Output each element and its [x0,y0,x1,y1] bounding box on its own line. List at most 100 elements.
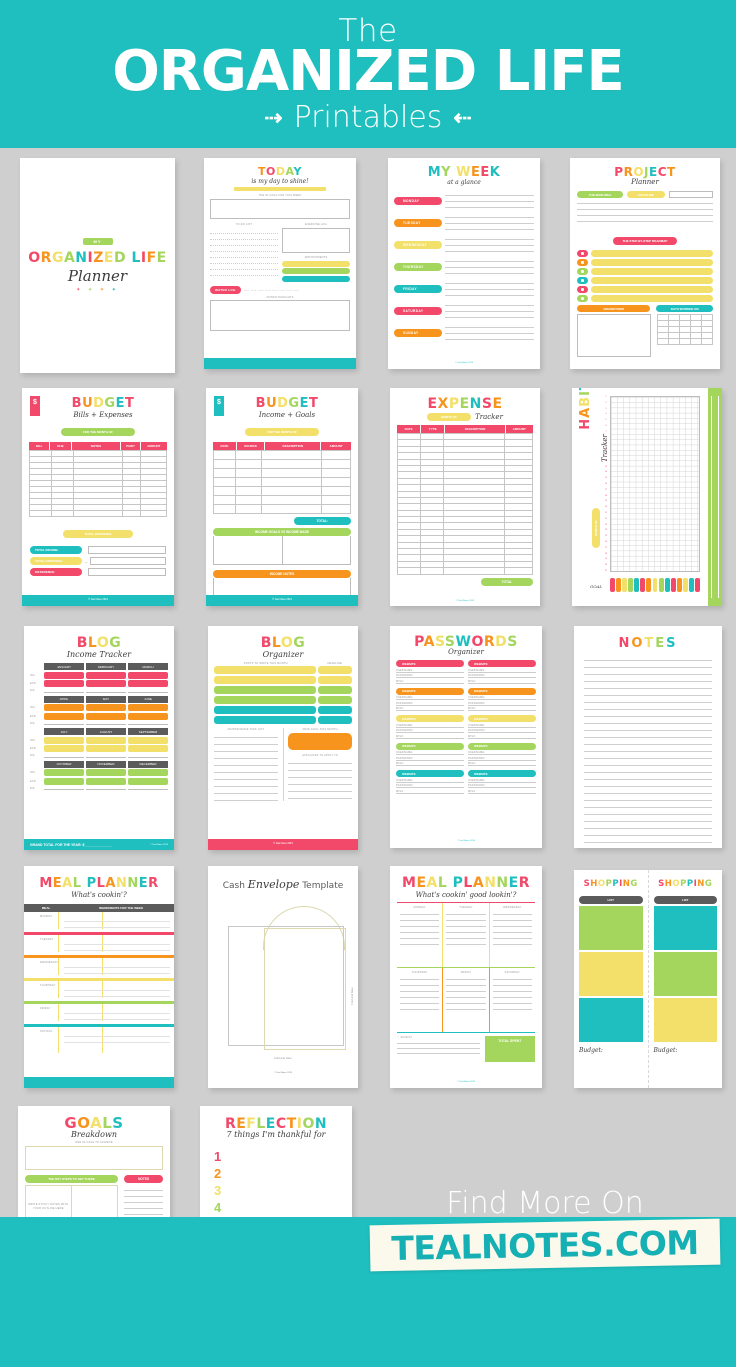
th: DATE [397,425,422,433]
printable-cash-envelope[interactable]: Cash Envelope Template Fold and Glue Fol… [208,866,358,1088]
shopping-block[interactable] [579,998,643,1042]
today-goal-box[interactable] [210,199,350,219]
password-group[interactable]: WEBSITE WEBSITE USERNAME: PASSWORD: MISC… [396,742,536,766]
project-step-row[interactable] [577,250,713,257]
cash-envelope-outline[interactable] [228,926,344,1046]
week-row[interactable]: TUESDAY [388,212,540,234]
reflection-row[interactable]: 2 [214,1165,352,1182]
shopping-block[interactable] [653,952,717,996]
budget-income-table[interactable] [213,450,351,514]
website-label: WEBSITE [402,661,416,666]
week-row[interactable]: SATURDAY [388,300,540,322]
blog-maintenance-lines[interactable] [214,737,278,801]
habit-legend-bars[interactable] [610,578,700,592]
blog-affiliates-lines[interactable] [288,763,352,799]
today-notes-box[interactable] [210,299,350,331]
month-label: JULY [44,728,84,735]
project-idea-lines[interactable] [577,203,713,222]
shopping-list-right[interactable]: SHOPPING LIST Budget: [649,870,723,1088]
printable-project-planner[interactable]: PROJECT Planner THE MAIN IDEA DEADLINE T… [570,158,720,369]
week-row[interactable]: FRIDAY [388,278,540,300]
today-appointments-label: APPOINTMENTS [304,256,328,259]
printable-my-week[interactable]: MY WEEK at a glance MONDAY TUESDAY WEDNE… [388,158,540,369]
summary-row[interactable]: DIFFERENCE: [30,568,166,576]
printable-meal-planner-week[interactable]: MEAL PLANNER What's cookin'? MEAL INGRED… [24,866,174,1088]
project-step-row[interactable] [577,286,713,293]
password-group[interactable]: WEBSITE WEBSITE USERNAME: PASSWORD: MISC… [396,687,536,711]
printable-budget-bills[interactable]: $ BUDGET Bills + Expenses FOR THE MONTH … [22,388,174,606]
week-row[interactable]: MONDAY [388,190,540,212]
printable-expense-tracker[interactable]: EXPENSE MONTH OF Tracker DATE TYPE DESCR… [390,388,540,606]
printable-notes[interactable]: NOTES [574,626,722,848]
password-group[interactable]: WEBSITE WEBSITE USERNAME: PASSWORD: MISC… [396,660,536,684]
today-todo-lines[interactable] [210,228,278,276]
printable-passwords[interactable]: PASSWORDS Organizer WEBSITE WEBSITE USER… [390,626,542,848]
password-group[interactable]: WEBSITE WEBSITE USERNAME: PASSWORD: MISC… [396,770,536,794]
day-label: TUESDAY [40,938,54,941]
today-appointment-3[interactable] [282,275,350,282]
project-planner-script: Planner [631,178,659,186]
printable-shopping-lists[interactable]: SHOPPING LIST Budget: SHOPPING LIST Budg… [574,870,722,1088]
budget-income-goals-box[interactable] [213,536,351,565]
shopping-block[interactable] [579,906,643,950]
reflection-row[interactable]: 1 [214,1148,352,1165]
header-subtitle-row: ⇢ Printables ⇠ [264,102,472,133]
today-name-banner [234,187,326,191]
project-days-grid[interactable] [657,314,713,357]
today-exercise-box[interactable] [282,228,350,253]
budget-bills-table[interactable] [29,450,168,517]
printable-planner-cover[interactable]: MY ORGANIZED LIFE Planner ✶ ✦ ✶ ✦ [20,158,175,373]
blog-quarter-block[interactable]: APRIL MAY JUNE INC. EXP. DIF. [30,695,168,725]
habit-month-banner: MONTH OF [592,508,600,548]
budget-income-title: BUDGET [255,396,319,411]
blog-main-goal-box[interactable] [288,733,352,750]
project-step-row[interactable] [577,277,713,284]
week-row[interactable]: WEDNESDAY [388,234,540,256]
reflection-row[interactable]: 3 [214,1182,352,1199]
blog-quarter-block[interactable]: JANUARY FEBRUARY MARCH INC. EXP. DIF. [30,663,168,693]
blog-posts-rows[interactable] [214,666,352,724]
week-row[interactable]: THURSDAY [388,256,540,278]
blog-quarter-block[interactable]: JULY AUGUST SEPTEMBER INC. EXP. DIF. [30,728,168,758]
meal-days-grid-bottom[interactable]: THURSDAY FRIDAY SATURDAY [397,968,535,1033]
goals-main-box[interactable] [25,1146,163,1170]
expense-tracker-script: Tracker [475,413,503,421]
printable-meal-planner-days[interactable]: MEAL PLANNER What's cookin' good lookin'… [390,866,542,1088]
printable-blog-organizer[interactable]: BLOG Organizer POSTS TO WRITE THIS MONTH… [208,626,358,850]
today-appointment-1[interactable] [282,260,350,267]
day-label: FRIDAY [40,1007,51,1010]
expense-table[interactable] [397,432,534,575]
project-main-idea-tag: THE MAIN IDEA [577,191,624,198]
password-group[interactable]: WEBSITE WEBSITE USERNAME: PASSWORD: MISC… [396,715,536,739]
project-step-row[interactable] [577,295,713,302]
shopping-block[interactable] [579,952,643,996]
printable-today[interactable]: TODAY is my day to shine! THE #1 GOAL FO… [204,158,356,369]
habit-grid[interactable] [610,396,700,572]
project-step-row[interactable] [577,259,713,266]
week-row[interactable]: SUNDAY [388,322,540,344]
day-label: THURSDAY [411,971,428,975]
meal-week-rows[interactable]: MONDAY TUESDAY WEDNESDAY T [24,912,174,1053]
printable-blog-income[interactable]: BLOG Income Tracker JANUARY FEBRUARY MAR… [24,626,174,850]
shopping-title: SHOPPING [658,879,713,889]
project-brainstorm-box[interactable] [577,314,652,357]
shopping-list-tag: LIST [653,896,717,904]
notes-lines[interactable] [584,660,712,848]
meal-total-spent: TOTAL SPENT [484,1035,535,1062]
meal-days-grid-top[interactable]: MONDAY TUESDAY WEDNESDAY [397,903,535,968]
shopping-block[interactable] [653,906,717,950]
project-deadline-input[interactable] [669,191,713,198]
printable-budget-income[interactable]: $ BUDGET Income + Goals FOR THE MONTH OF… [206,388,358,606]
today-water-cups[interactable]: ⌴ ⌴ ⌴ ⌴ ⌴ ⌴ ⌴ ⌴ [243,285,300,293]
summary-row[interactable]: TOTAL INCOME: [30,546,166,554]
summary-row[interactable]: TOTAL EXPENSES: – [30,557,166,565]
website-url-badge[interactable]: TEALNOTES.COM [369,1218,721,1272]
today-appointment-2[interactable] [282,268,350,274]
blog-quarter-block[interactable]: OCTOBER NOVEMBER DECEMBER INC. EXP. DIF. [30,760,168,790]
shopping-list-left[interactable]: SHOPPING LIST Budget: [574,870,649,1088]
shopping-block[interactable] [653,998,717,1042]
reflection-row[interactable]: 4 [214,1199,352,1216]
week-day-label: SATURDAY [403,309,424,313]
project-step-row[interactable] [577,268,713,275]
